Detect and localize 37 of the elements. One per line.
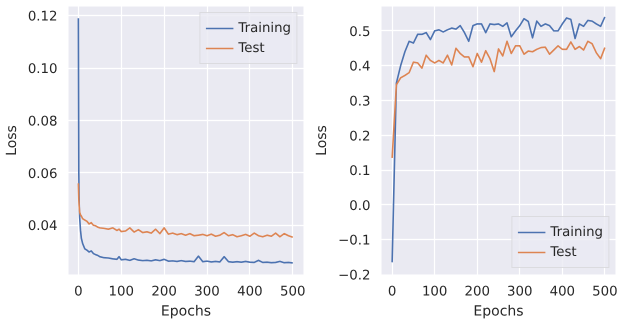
y-tick-label: −0.2: [338, 268, 371, 284]
x-tick-label: 100: [108, 284, 134, 300]
x-tick-label: 200: [151, 284, 177, 300]
x-axis-title: Epochs: [473, 304, 524, 320]
y-tick-label: 0.04: [28, 219, 58, 234]
x-tick-label: 0: [74, 284, 83, 300]
x-axis-title: Epochs: [160, 304, 212, 320]
x-tick-label: 300: [507, 284, 533, 300]
x-tick-label: 500: [592, 284, 618, 300]
y-tick-label: 0.4: [349, 60, 371, 75]
line-series: [78, 182, 294, 238]
y-tick-label: 0.5: [349, 24, 371, 40]
x-tick-label: 0: [388, 284, 396, 300]
y-tick-label: 0.3: [349, 94, 371, 110]
legend-label: Test: [238, 40, 265, 56]
y-tick-label: 0.12: [28, 10, 58, 25]
y-tick-label: 0.2: [349, 129, 371, 144]
legend-label: Training: [238, 20, 291, 36]
y-tick-label: 0.0: [349, 198, 371, 214]
x-tick-label: 500: [280, 284, 306, 300]
x-tick-label: 100: [422, 284, 448, 300]
y-axis-title: Loss: [314, 125, 330, 156]
y-axis-title: Loss: [4, 125, 20, 156]
x-tick-label: 300: [194, 284, 220, 300]
y-tick-label: 0.06: [28, 166, 58, 182]
legend-label: Test: [550, 244, 577, 260]
x-tick-label: 400: [237, 284, 263, 300]
line-series: [391, 16, 606, 264]
y-tick-label: 0.10: [28, 62, 58, 78]
line-series: [391, 40, 606, 159]
y-tick-label: −0.1: [338, 234, 371, 249]
y-tick-label: 0.1: [349, 164, 371, 180]
legend-label: Training: [550, 224, 603, 240]
line-series: [78, 17, 294, 264]
y-tick-label: 0.08: [28, 114, 58, 130]
x-tick-label: 200: [464, 284, 490, 300]
x-tick-label: 400: [550, 284, 576, 300]
